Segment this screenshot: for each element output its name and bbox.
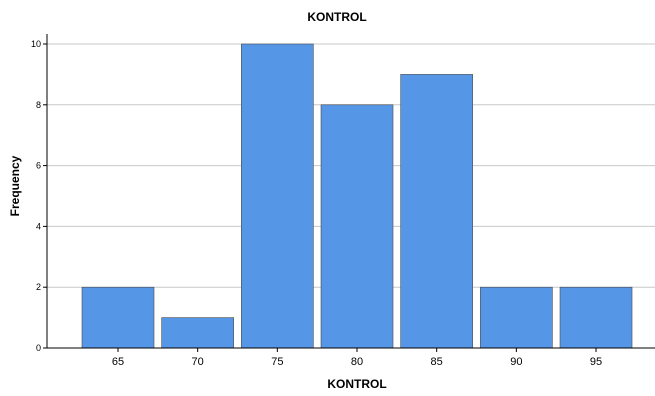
x-tick-labels: 65 70 75 80 85 90 95	[112, 356, 602, 368]
y-tick-label: 4	[36, 221, 41, 231]
x-tick-label: 90	[510, 356, 522, 368]
bars	[81, 43, 633, 349]
bar-80	[320, 104, 394, 349]
x-tick-label: 70	[192, 356, 204, 368]
x-tick-label: 65	[112, 356, 124, 368]
bar-95	[559, 286, 633, 349]
y-tick-label: 6	[36, 161, 41, 171]
x-tick-label: 95	[590, 356, 602, 368]
chart-title: KONTROL	[307, 10, 366, 24]
y-tick-label: 0	[36, 343, 41, 353]
y-tick-label: 2	[36, 282, 41, 292]
x-tick-label: 80	[351, 356, 363, 368]
bar-85	[400, 74, 473, 349]
bar-70	[161, 317, 234, 349]
bar-90	[480, 286, 553, 349]
y-tick-label: 8	[36, 100, 41, 110]
y-axis-label: Frequency	[8, 155, 22, 216]
x-tick-label: 75	[271, 356, 283, 368]
x-axis-label: KONTROL	[327, 377, 386, 391]
y-tick-label: 10	[31, 39, 41, 49]
axes	[43, 34, 655, 352]
y-tick-labels: 0 2 4 6 8 10	[31, 39, 41, 353]
bar-65	[81, 286, 155, 349]
bar-75	[241, 43, 314, 349]
x-tick-label: 85	[431, 356, 443, 368]
